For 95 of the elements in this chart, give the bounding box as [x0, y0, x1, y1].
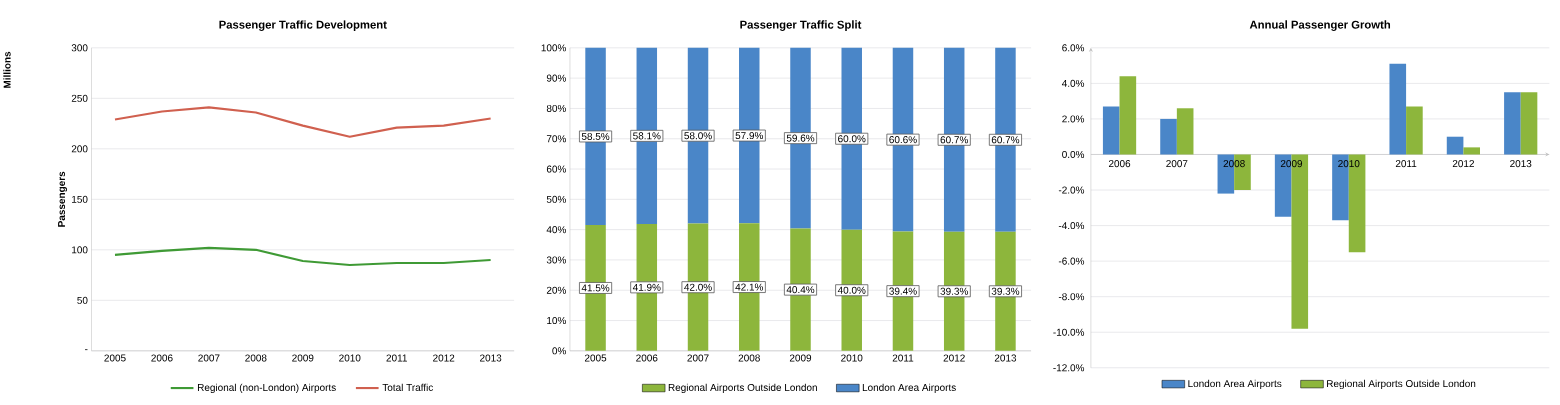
data-label: 60.7%: [940, 136, 968, 144]
y-tick-label: 250: [71, 94, 88, 103]
y-tick-label: -2.0%: [1058, 186, 1085, 194]
legend-label: Total Traffic: [382, 383, 433, 392]
legend-label: Regional (non-London) Airports: [197, 383, 336, 394]
y-tick-label: -12.0%: [1053, 364, 1085, 372]
legend-label: London Area Airports: [1188, 379, 1282, 390]
chart-title: Annual Passenger Growth: [1249, 20, 1391, 32]
data-label: 60.7%: [991, 136, 1020, 144]
x-tick-label: 2008: [245, 354, 267, 362]
data-label: 60.0%: [838, 135, 866, 143]
x-tick-label: 2011: [892, 354, 914, 362]
x-tick-label: 2008: [738, 354, 760, 362]
bar: [1504, 92, 1521, 155]
x-tick-label: 2013: [994, 354, 1017, 362]
data-label: 60.6%: [889, 136, 917, 144]
bar: [1102, 106, 1120, 155]
text: Millions: [3, 52, 11, 89]
y-tick-label: 200: [71, 145, 88, 153]
bar: [1406, 106, 1423, 155]
x-tick-label: 2009: [1280, 160, 1303, 168]
y-tick-label: 90%: [546, 74, 566, 82]
data-label: 58.5%: [581, 133, 610, 141]
line-series: [113, 246, 492, 267]
y-tick-label: 70%: [546, 135, 566, 143]
x-tick-label: 2013: [1510, 160, 1532, 168]
x-tick-label: 2007: [1166, 160, 1188, 168]
data-label: 42.0%: [684, 283, 712, 291]
y-tick-label: 6.0%: [1062, 44, 1085, 52]
x-tick-label: 2006: [151, 354, 173, 362]
y-tick-label: 100: [72, 246, 88, 254]
x-tick-label: 2007: [687, 354, 709, 362]
bar: [1160, 119, 1177, 155]
y-tick-label: 100%: [541, 44, 566, 52]
y-tick-label: -4.0%: [1058, 222, 1085, 230]
y-tick-label: 150: [72, 195, 88, 204]
bar: [1446, 136, 1464, 155]
data-label: 39.3%: [940, 287, 968, 295]
y-tick-label: 2.0%: [1062, 115, 1085, 123]
y-tick-label: -6.0%: [1058, 257, 1085, 265]
bar: [1463, 147, 1481, 155]
y-tick-label: 60%: [546, 165, 566, 173]
y-tick-label: -8.0%: [1058, 293, 1085, 301]
y-tick-label: 50%: [546, 195, 566, 204]
data-label: 57.9%: [735, 132, 764, 140]
chart-title: Passenger Traffic Development: [219, 20, 387, 32]
x-tick-label: 2006: [1108, 160, 1131, 168]
y-tick-label: 0.0%: [1062, 151, 1085, 159]
y-tick-label: 10%: [547, 317, 566, 325]
x-tick-label: 2010: [339, 354, 361, 362]
legend-label: Regional Airports Outside London: [668, 383, 817, 394]
chart-title: Passenger Traffic Split: [740, 20, 862, 32]
x-tick-label: 2008: [1223, 160, 1245, 168]
data-label: 59.6%: [786, 134, 815, 142]
x-tick-label: 2013: [480, 354, 502, 362]
y-tick-label: 20%: [546, 286, 566, 294]
y-tick-label: 80%: [546, 105, 566, 113]
data-label: 40.0%: [837, 286, 866, 294]
data-label: 42.1%: [735, 283, 764, 291]
x-tick-label: 2011: [1395, 160, 1417, 168]
line-series: [113, 106, 492, 138]
x-tick-label: 2009: [789, 354, 812, 362]
y-tick-label: -: [85, 349, 88, 351]
bar: [1119, 76, 1137, 155]
bar: [1520, 92, 1538, 155]
data-label: 39.3%: [991, 287, 1020, 295]
data-label: 58.1%: [633, 132, 661, 140]
data-label: 58.0%: [684, 132, 712, 140]
x-tick-label: 2012: [433, 354, 455, 362]
data-label: 41.5%: [581, 284, 610, 292]
y-tick-label: 0%: [552, 347, 566, 355]
y-tick-label: 300: [71, 44, 88, 52]
x-tick-label: 2012: [1452, 160, 1474, 168]
y-tick-label: 4.0%: [1061, 80, 1085, 88]
bar: [1389, 64, 1407, 155]
x-tick-label: 2009: [292, 354, 314, 362]
data-label: 40.4%: [786, 286, 815, 294]
x-tick-label: 2005: [584, 354, 607, 362]
bar: [1176, 108, 1194, 155]
x-tick-label: 2006: [636, 354, 658, 362]
x-tick-label: 2011: [386, 354, 407, 362]
legend-label: London Area Airports: [862, 383, 956, 394]
data-label: 39.4%: [889, 287, 917, 295]
x-tick-label: 2007: [198, 354, 220, 362]
y-tick-label: 30%: [546, 256, 566, 264]
legend-label: Regional Airports Outside London: [1327, 379, 1476, 390]
y-axis-title: Passengers: [58, 171, 68, 227]
data-label: 41.9%: [632, 284, 661, 292]
y-tick-label: -10.0%: [1053, 328, 1085, 336]
y-tick-label: 50: [77, 296, 88, 305]
x-tick-label: 2010: [841, 354, 863, 362]
x-tick-label: 2012: [943, 354, 965, 362]
x-tick-label: 2005: [104, 354, 126, 362]
x-tick-label: 2010: [1338, 160, 1360, 168]
y-tick-label: 40%: [546, 226, 566, 234]
